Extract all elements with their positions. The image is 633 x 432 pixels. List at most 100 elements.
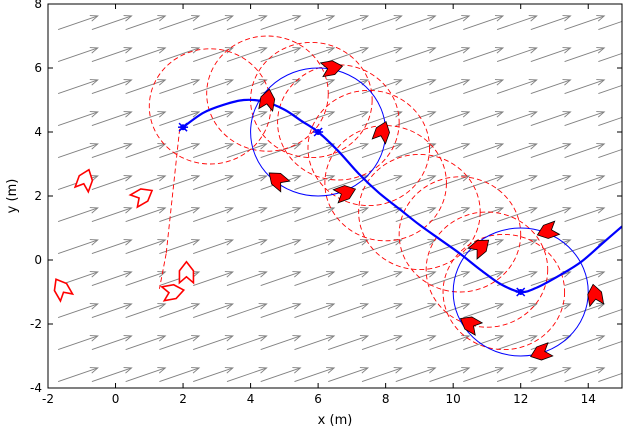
vehicle-hollow	[128, 188, 154, 209]
flow-arrow	[294, 47, 336, 63]
vehicle-hollow	[160, 283, 186, 302]
dashed-circle	[277, 64, 400, 181]
flow-arrow	[395, 239, 437, 255]
x-tick-label: 8	[382, 392, 390, 406]
y-tick-label: 0	[34, 253, 42, 267]
flow-arrow	[260, 335, 302, 351]
flow-arrow	[564, 111, 606, 127]
dashed-circle	[442, 233, 566, 351]
vehicle-filled	[459, 316, 484, 336]
flow-arrow	[530, 367, 572, 383]
flow-arrow	[193, 111, 234, 127]
dashed-circle	[398, 176, 522, 293]
flow-arrow	[328, 303, 370, 319]
flow-arrow	[361, 79, 403, 95]
flow-arrow	[294, 111, 336, 127]
x-tick-label: 10	[446, 392, 461, 406]
flow-arrow	[91, 271, 133, 287]
flow-arrow	[598, 212, 622, 223]
flow-arrow	[260, 367, 302, 383]
flow-arrow	[530, 111, 572, 127]
flow-arrow	[564, 335, 606, 351]
flow-arrow	[57, 335, 99, 351]
flow-arrow	[429, 143, 471, 159]
flow-arrow	[429, 207, 471, 223]
flow-arrow	[125, 15, 167, 31]
flow-arrow	[125, 335, 167, 351]
flow-arrow	[496, 271, 538, 287]
x-tick-label: 0	[112, 392, 120, 406]
flow-arrow	[361, 239, 403, 255]
flow-arrow	[294, 175, 336, 191]
flow-arrow	[395, 207, 437, 223]
dashed-circle	[358, 153, 481, 271]
flow-arrow	[463, 47, 505, 63]
flow-arrow	[564, 367, 606, 383]
flow-arrow	[598, 148, 622, 159]
flow-arrow	[328, 367, 370, 383]
flow-arrow	[361, 335, 403, 351]
flow-arrow	[530, 239, 572, 255]
flow-arrow	[125, 143, 167, 159]
flow-arrow	[395, 335, 437, 351]
flow-arrow	[530, 207, 572, 223]
vehicle-filled	[530, 342, 554, 361]
vehicle-filled	[258, 88, 276, 112]
flow-arrow	[226, 79, 268, 95]
flow-arrow	[226, 335, 268, 351]
x-tick-label: 2	[179, 392, 187, 406]
flow-arrow	[598, 276, 622, 287]
y-tick-label: 6	[34, 61, 42, 75]
vehicle-filled	[587, 283, 605, 308]
flow-arrow	[395, 367, 437, 383]
flow-arrow	[463, 143, 505, 159]
flow-arrow	[429, 175, 471, 191]
flow-arrow	[125, 303, 167, 319]
flow-arrow	[564, 271, 606, 287]
flow-arrow	[294, 79, 336, 95]
flow-arrow	[328, 207, 370, 223]
flow-arrow	[530, 303, 572, 319]
flow-arrow	[496, 79, 538, 95]
flow-arrow	[395, 175, 437, 191]
flow-arrow	[496, 303, 538, 319]
flow-arrow	[193, 15, 234, 31]
vehicle-filled	[332, 185, 357, 204]
y-tick-label: 4	[34, 125, 42, 139]
flow-arrow	[294, 15, 336, 31]
flow-arrow	[496, 111, 538, 127]
flow-arrow	[294, 239, 336, 255]
x-tick-label: 6	[314, 392, 322, 406]
flow-arrow	[395, 303, 437, 319]
flow-arrow	[57, 47, 99, 63]
flow-arrow	[361, 175, 403, 191]
flow-arrow	[463, 111, 505, 127]
flow-arrow	[294, 207, 336, 223]
vehicle-hollow	[53, 278, 75, 303]
flow-arrow	[598, 308, 622, 319]
vehicle-filled	[536, 220, 561, 239]
flow-arrow	[226, 239, 268, 255]
flow-arrow	[496, 239, 538, 255]
flow-arrow	[125, 175, 167, 191]
dashed-link	[165, 128, 181, 254]
flow-arrow	[260, 207, 302, 223]
vehicle-filled	[467, 239, 490, 260]
waypoint-marker	[313, 127, 324, 137]
flow-arrow	[57, 207, 99, 223]
flow-arrow	[463, 367, 505, 383]
flow-arrow	[496, 143, 538, 159]
flow-arrow	[598, 20, 622, 31]
flow-arrow	[91, 207, 133, 223]
flow-arrow	[496, 15, 538, 31]
flow-arrow	[193, 303, 234, 319]
flow-arrow	[564, 239, 606, 255]
flow-arrow	[260, 143, 302, 159]
trajectory-line	[182, 98, 622, 294]
flow-arrow	[395, 111, 437, 127]
vehicle-filled	[371, 121, 390, 145]
flow-arrow	[294, 367, 336, 383]
x-tick-label: -2	[42, 392, 54, 406]
